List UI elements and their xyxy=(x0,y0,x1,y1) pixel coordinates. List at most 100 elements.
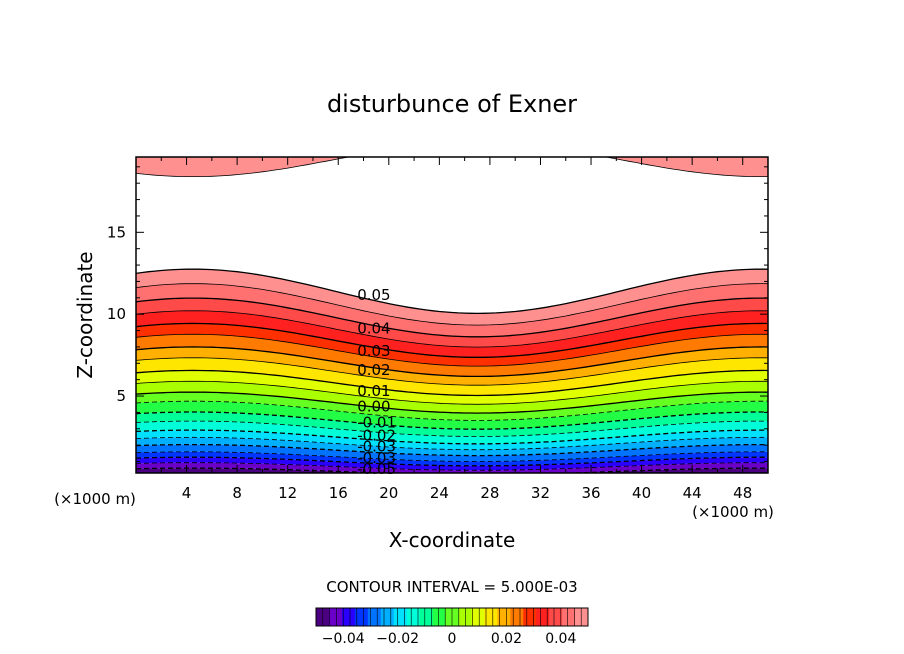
upper-band xyxy=(136,157,768,177)
colorbar-tick-label: 0.04 xyxy=(545,631,576,647)
x-tick-label: 20 xyxy=(379,484,398,502)
contour-label: -0.01 xyxy=(357,414,396,432)
contour-label: 0.04 xyxy=(357,320,390,338)
contour-line xyxy=(136,283,768,326)
colorbar-swatch xyxy=(419,608,434,626)
x-axis-label: X-coordinate xyxy=(389,528,516,552)
contour-label: 0.05 xyxy=(357,286,390,304)
contour-line xyxy=(136,297,768,338)
colorbar-frame xyxy=(315,607,589,627)
y-tick-label: 5 xyxy=(116,387,126,405)
contour-line xyxy=(136,369,768,397)
contour-band xyxy=(136,298,768,348)
x-tick-label: 32 xyxy=(531,484,550,502)
x-unit-right: (×1000 m) xyxy=(692,503,774,521)
colorbar-tick-label: −0.04 xyxy=(322,631,365,647)
contour-label: -0.03 xyxy=(357,438,396,456)
contour-band xyxy=(136,392,768,421)
contour-band xyxy=(136,412,768,437)
contour-line xyxy=(136,456,768,467)
x-tick-label: 44 xyxy=(683,484,702,502)
contour-band xyxy=(136,451,768,466)
contour-band xyxy=(136,430,768,450)
colorbar-swatch xyxy=(341,608,356,626)
contour-line xyxy=(136,400,768,421)
contour-label: -0.02 xyxy=(357,426,396,444)
x-tick-label: 48 xyxy=(733,484,752,502)
contour-line xyxy=(136,391,768,414)
plot-frame xyxy=(135,156,769,474)
y-axis-label: Z-coordinate xyxy=(73,251,97,378)
contour-band xyxy=(136,357,768,396)
colorbar-swatch xyxy=(406,608,421,626)
colorbar: −0.04 −0.02 0 0.02 0.04 xyxy=(315,607,589,647)
contour-band xyxy=(136,323,768,367)
y-tick-label: 15 xyxy=(107,223,126,241)
contour-band xyxy=(136,457,768,471)
contour-line xyxy=(136,443,768,457)
contour-band xyxy=(136,444,768,462)
colorbar-swatch xyxy=(575,608,589,626)
contour-line xyxy=(136,411,768,430)
contour-line xyxy=(136,268,768,315)
x-tick-label: 36 xyxy=(581,484,600,502)
colorbar-swatch xyxy=(484,608,498,626)
contour-line xyxy=(136,357,768,386)
contour-label: 0.03 xyxy=(357,342,390,360)
contour-band xyxy=(136,334,768,377)
contour-label: -0.03 xyxy=(357,449,396,467)
contour-line xyxy=(136,380,768,405)
x-tick-label: 12 xyxy=(278,484,297,502)
colorbar-swatch xyxy=(536,608,550,626)
chart-title: disturbunce of Exner xyxy=(327,90,577,118)
contour-label: 0.02 xyxy=(357,361,390,379)
contour-lines xyxy=(136,157,768,473)
contour-band xyxy=(136,381,768,414)
contour-line xyxy=(136,420,768,437)
contour-line xyxy=(136,436,768,451)
colorbar-swatch xyxy=(497,608,511,626)
colorbar-swatch xyxy=(549,608,563,626)
contour-line xyxy=(136,310,768,348)
contour-label: 0.01 xyxy=(357,382,390,400)
colorbar-tick-label: −0.02 xyxy=(376,631,419,647)
contour-label: -0.05 xyxy=(357,460,396,478)
colorbar-swatch xyxy=(432,608,447,626)
contour-band xyxy=(136,269,768,326)
contour-band xyxy=(136,370,768,405)
x-tick-label: 16 xyxy=(329,484,348,502)
contour-label: 0.00 xyxy=(357,398,390,416)
colorbar-swatch xyxy=(367,608,382,626)
contour-line xyxy=(136,157,768,177)
x-tick-label: 28 xyxy=(480,484,499,502)
x-tick-label: 4 xyxy=(182,484,192,502)
x-unit-left: (×1000 m) xyxy=(54,490,136,508)
colorbar-swatch xyxy=(354,608,369,626)
contour-line xyxy=(136,322,768,358)
colorbar-swatch xyxy=(562,608,576,626)
x-tick-label: 40 xyxy=(632,484,651,502)
colorbar-swatch xyxy=(471,608,485,626)
contour-line xyxy=(136,451,768,462)
contour-line xyxy=(136,346,768,378)
x-tick-label: 24 xyxy=(430,484,449,502)
colorbar-swatch xyxy=(523,608,537,626)
contour-line xyxy=(136,467,768,473)
contour-band xyxy=(136,437,768,456)
contour-labels: 0.050.040.030.020.010.00-0.01-0.02-0.03-… xyxy=(357,286,396,478)
contour-line xyxy=(136,333,768,367)
contour-band xyxy=(136,283,768,337)
colorbar-tick-label: 0.02 xyxy=(491,631,522,647)
contour-band xyxy=(136,401,768,430)
colorbar-swatch xyxy=(380,608,395,626)
contour-line xyxy=(136,429,768,445)
x-tick-label: 8 xyxy=(232,484,242,502)
plot-area xyxy=(136,157,768,473)
colorbar-tick-label: 0 xyxy=(448,631,457,647)
contour-band xyxy=(136,462,768,473)
colorbar-swatch xyxy=(510,608,524,626)
y-tick-label: 10 xyxy=(107,305,126,323)
contour-band xyxy=(136,421,768,444)
